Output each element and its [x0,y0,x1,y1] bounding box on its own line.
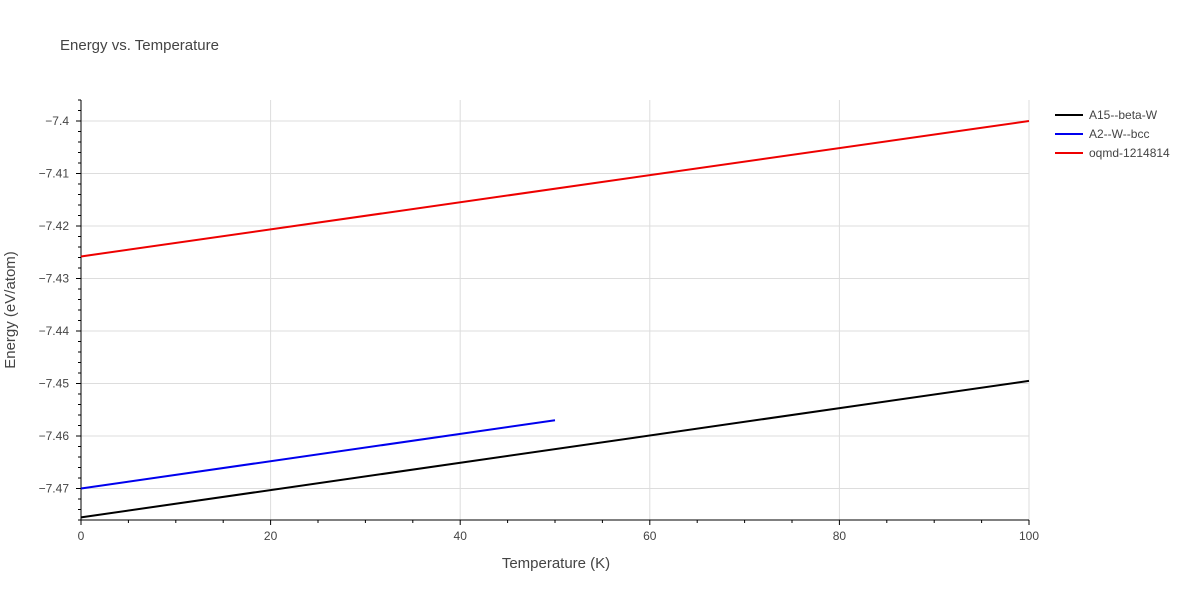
y-tick-label: −7.45 [39,377,70,391]
x-tick-label: 0 [78,529,85,543]
y-tick-label: −7.46 [39,429,70,443]
legend[interactable]: A15--beta-W A2--W--bcc oqmd-1214814 [1055,108,1170,160]
series-line-1 [80,419,556,490]
y-tick-label: −7.41 [39,167,70,181]
y-tick-label: −7.42 [39,219,70,233]
chart-title: Energy vs. Temperature [60,37,219,54]
y-tick-label: −7.44 [39,324,70,338]
legend-item[interactable]: A15--beta-W [1055,108,1158,122]
series-lines [80,120,1030,519]
legend-label: A15--beta-W [1089,108,1158,122]
legend-item[interactable]: oqmd-1214814 [1055,146,1170,160]
x-tick-label: 40 [454,529,468,543]
y-tick-label: −7.43 [39,272,70,286]
legend-label: A2--W--bcc [1089,127,1149,141]
x-tick-label: 20 [264,529,278,543]
y-axis-label: Energy (eV/atom) [2,251,19,369]
axes: 0 20 40 60 80 100 −7.4 −7.41 −7.42 −7.43 −7.44 −7.4… [39,99,1039,543]
legend-item[interactable]: A2--W--bcc [1055,127,1149,141]
grid [80,100,1030,520]
x-tick-label: 80 [833,529,847,543]
x-axis-label: Temperature (K) [502,555,610,572]
series-line-2 [80,120,1030,258]
y-tick-label: −7.4 [45,114,69,128]
x-tick-label: 60 [643,529,657,543]
y-tick-label: −7.47 [39,482,70,496]
legend-label: oqmd-1214814 [1089,146,1170,160]
x-tick-label: 100 [1019,529,1039,543]
series-line-0 [80,379,1030,519]
